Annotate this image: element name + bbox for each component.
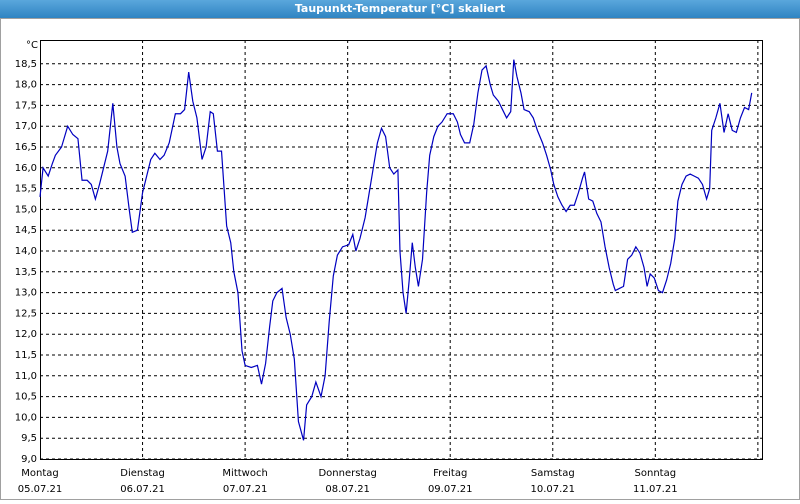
x-tick-label: Montag: [21, 468, 58, 479]
y-unit: °C: [26, 40, 38, 51]
y-tick-label: 17,5: [15, 100, 37, 111]
y-tick-label: 11,5: [15, 350, 37, 361]
x-tick-date: 06.07.21: [120, 484, 165, 495]
y-tick-label: 12,5: [15, 308, 37, 319]
data-line: [39, 59, 753, 441]
x-tick-label: Freitag: [433, 468, 467, 479]
y-tick-label: 14,5: [15, 225, 37, 236]
x-tick-label: Dienstag: [120, 468, 165, 479]
x-tick-label: Sonntag: [635, 468, 677, 479]
y-tick-label: 13,0: [15, 288, 37, 299]
title-bar: [0, 0, 800, 18]
x-tick-date: 10.07.21: [531, 484, 576, 495]
x-tick-label: Donnerstag: [318, 468, 376, 479]
y-tick-label: 13,5: [15, 267, 37, 278]
y-tick-label: 18,0: [15, 80, 37, 91]
y-tick-label: 16,0: [15, 163, 37, 174]
y-tick-label: 15,0: [15, 204, 37, 215]
y-tick-label: 15,5: [15, 184, 37, 195]
y-tick-label: 14,0: [15, 246, 37, 257]
y-tick-label: 11,0: [15, 371, 37, 382]
plot-frame: [40, 40, 763, 460]
x-tick-label: Mittwoch: [222, 468, 267, 479]
y-tick-label: 9,5: [21, 433, 37, 444]
y-tick-label: 12,0: [15, 329, 37, 340]
x-tick-date: 05.07.21: [18, 484, 63, 495]
y-tick-label: 17,0: [15, 121, 37, 132]
x-tick-label: Samstag: [531, 468, 575, 479]
y-tick-label: 9,0: [21, 454, 37, 465]
x-tick-date: 08.07.21: [325, 484, 370, 495]
y-tick-label: 18,5: [15, 59, 37, 70]
y-tick-label: 10,0: [15, 412, 37, 423]
x-tick-date: 11.07.21: [633, 484, 678, 495]
x-tick-date: 07.07.21: [223, 484, 268, 495]
chart-title: Taupunkt-Temperatur [°C] skaliert: [295, 2, 505, 15]
y-tick-label: 16,5: [15, 142, 37, 153]
x-tick-date: 09.07.21: [428, 484, 473, 495]
y-tick-label: 10,5: [15, 392, 37, 403]
